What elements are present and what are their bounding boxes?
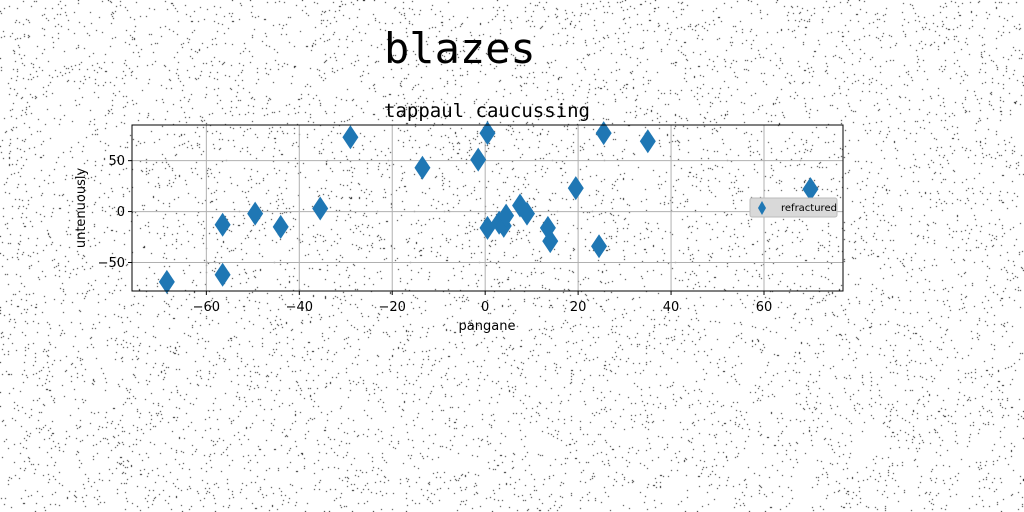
x-axis-label: pangane bbox=[459, 319, 516, 334]
data-point bbox=[247, 201, 264, 226]
data-point bbox=[414, 155, 431, 180]
chart-title: tappaul caucussing bbox=[384, 100, 590, 122]
legend-box bbox=[749, 197, 838, 218]
legend: refractured bbox=[749, 197, 838, 218]
data-point bbox=[567, 176, 584, 201]
y-axis-label: untenuously bbox=[74, 168, 89, 249]
data-point bbox=[802, 177, 819, 202]
data-points bbox=[158, 121, 819, 294]
data-point bbox=[595, 121, 612, 146]
x-tick-label: 40 bbox=[663, 300, 680, 315]
data-point bbox=[479, 215, 496, 240]
y-tick-label: 50 bbox=[108, 154, 125, 169]
y-axis-ticks: −50 0 50 bbox=[98, 154, 132, 271]
data-point bbox=[479, 121, 496, 146]
x-tick-label: −20 bbox=[379, 300, 406, 315]
data-point bbox=[272, 214, 289, 239]
data-point bbox=[519, 201, 535, 226]
legend-marker bbox=[758, 201, 766, 215]
data-point bbox=[591, 234, 608, 259]
legend-label: refractured bbox=[781, 203, 837, 214]
x-tick-label: 60 bbox=[756, 300, 773, 315]
data-point bbox=[639, 129, 656, 154]
plot-frame bbox=[131, 124, 844, 292]
data-point bbox=[312, 196, 329, 221]
y-tick-label: 0 bbox=[117, 205, 125, 220]
x-tick-label: 0 bbox=[481, 300, 489, 315]
data-point bbox=[342, 125, 359, 150]
x-tick-label: 20 bbox=[570, 300, 587, 315]
data-point bbox=[214, 212, 231, 237]
x-axis-ticks: −60 −40 −20 0 20 40 60 bbox=[193, 291, 773, 315]
y-tick-label: −50 bbox=[98, 256, 125, 271]
data-point bbox=[214, 262, 231, 287]
grid-lines bbox=[132, 125, 843, 291]
x-tick-label: −40 bbox=[286, 300, 313, 315]
data-point bbox=[498, 203, 515, 228]
data-point bbox=[470, 147, 487, 172]
figure-title: blazes bbox=[384, 24, 536, 73]
x-tick-label: −60 bbox=[193, 300, 220, 315]
data-point bbox=[158, 269, 175, 294]
data-point bbox=[542, 229, 559, 254]
